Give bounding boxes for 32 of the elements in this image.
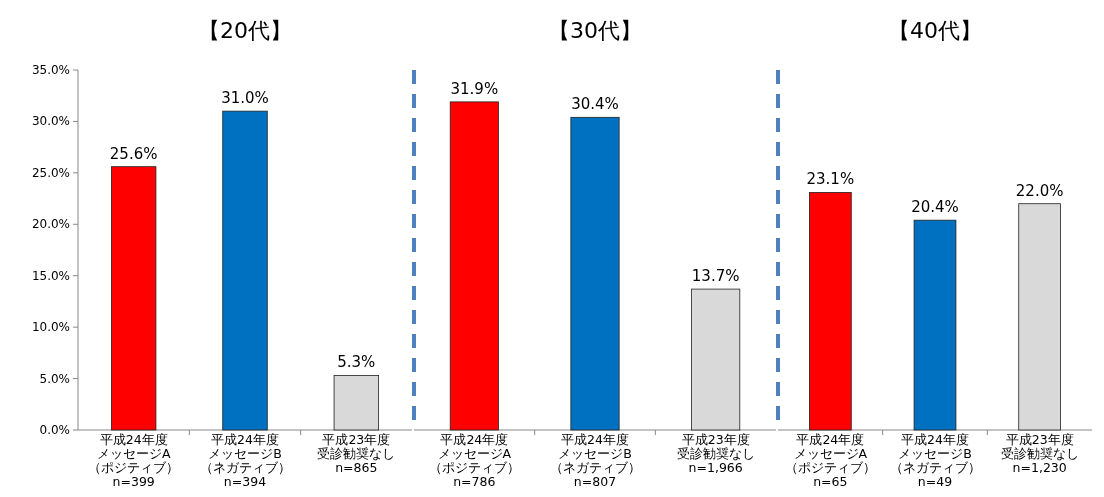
x-tick-label: 平成24年度メッセージB（ネガティブ） n=394: [199, 432, 291, 489]
x-tick-label: 平成23年度受診勧奨なし n=1,966: [676, 432, 755, 475]
chart-title: 【40代】: [888, 18, 982, 43]
bar: [111, 166, 157, 431]
data-label: 31.9%: [450, 79, 499, 98]
data-label: 25.6%: [109, 144, 158, 163]
y-tick-label: 25.0%: [31, 165, 70, 180]
y-tick-label: 35.0%: [31, 63, 70, 77]
x-tick-label: 平成24年度メッセージA（ポジティブ） n=65: [784, 432, 876, 489]
x-tick-label: 平成23年度受診勧奨なし n=1,230: [1000, 432, 1079, 475]
chart-title: 【20代】: [198, 18, 292, 43]
y-tick-label: 10.0%: [31, 320, 70, 335]
bar: [333, 375, 379, 431]
y-tick-label: 15.0%: [31, 268, 70, 283]
data-label: 22.0%: [1015, 181, 1064, 200]
data-label: 31.0%: [221, 89, 269, 108]
chart-title: 【30代】: [548, 18, 642, 43]
data-label: 23.1%: [806, 170, 855, 189]
x-tick-label: 平成23年度受診勧奨なし n=865: [317, 432, 396, 475]
data-label: 20.4%: [911, 198, 959, 217]
y-tick-label: 20.0%: [31, 217, 70, 232]
data-label: 5.3%: [337, 353, 376, 372]
y-tick-label: 0.0%: [39, 423, 70, 437]
y-tick-label: 30.0%: [31, 114, 70, 129]
x-tick-label: 平成24年度メッセージB（ネガティブ） n=49: [889, 432, 981, 489]
x-tick-label: 平成24年度メッセージB（ネガティブ） n=807: [549, 432, 641, 489]
x-tick-label: 平成24年度メッセージA（ポジティブ） n=786: [428, 432, 520, 489]
data-label: 13.7%: [691, 267, 740, 286]
x-tick-label: 平成24年度メッセージA（ポジティブ） n=399: [88, 432, 180, 489]
data-label: 30.4%: [571, 95, 619, 114]
bar: [222, 110, 268, 431]
y-tick-label: 5.0%: [39, 371, 70, 386]
